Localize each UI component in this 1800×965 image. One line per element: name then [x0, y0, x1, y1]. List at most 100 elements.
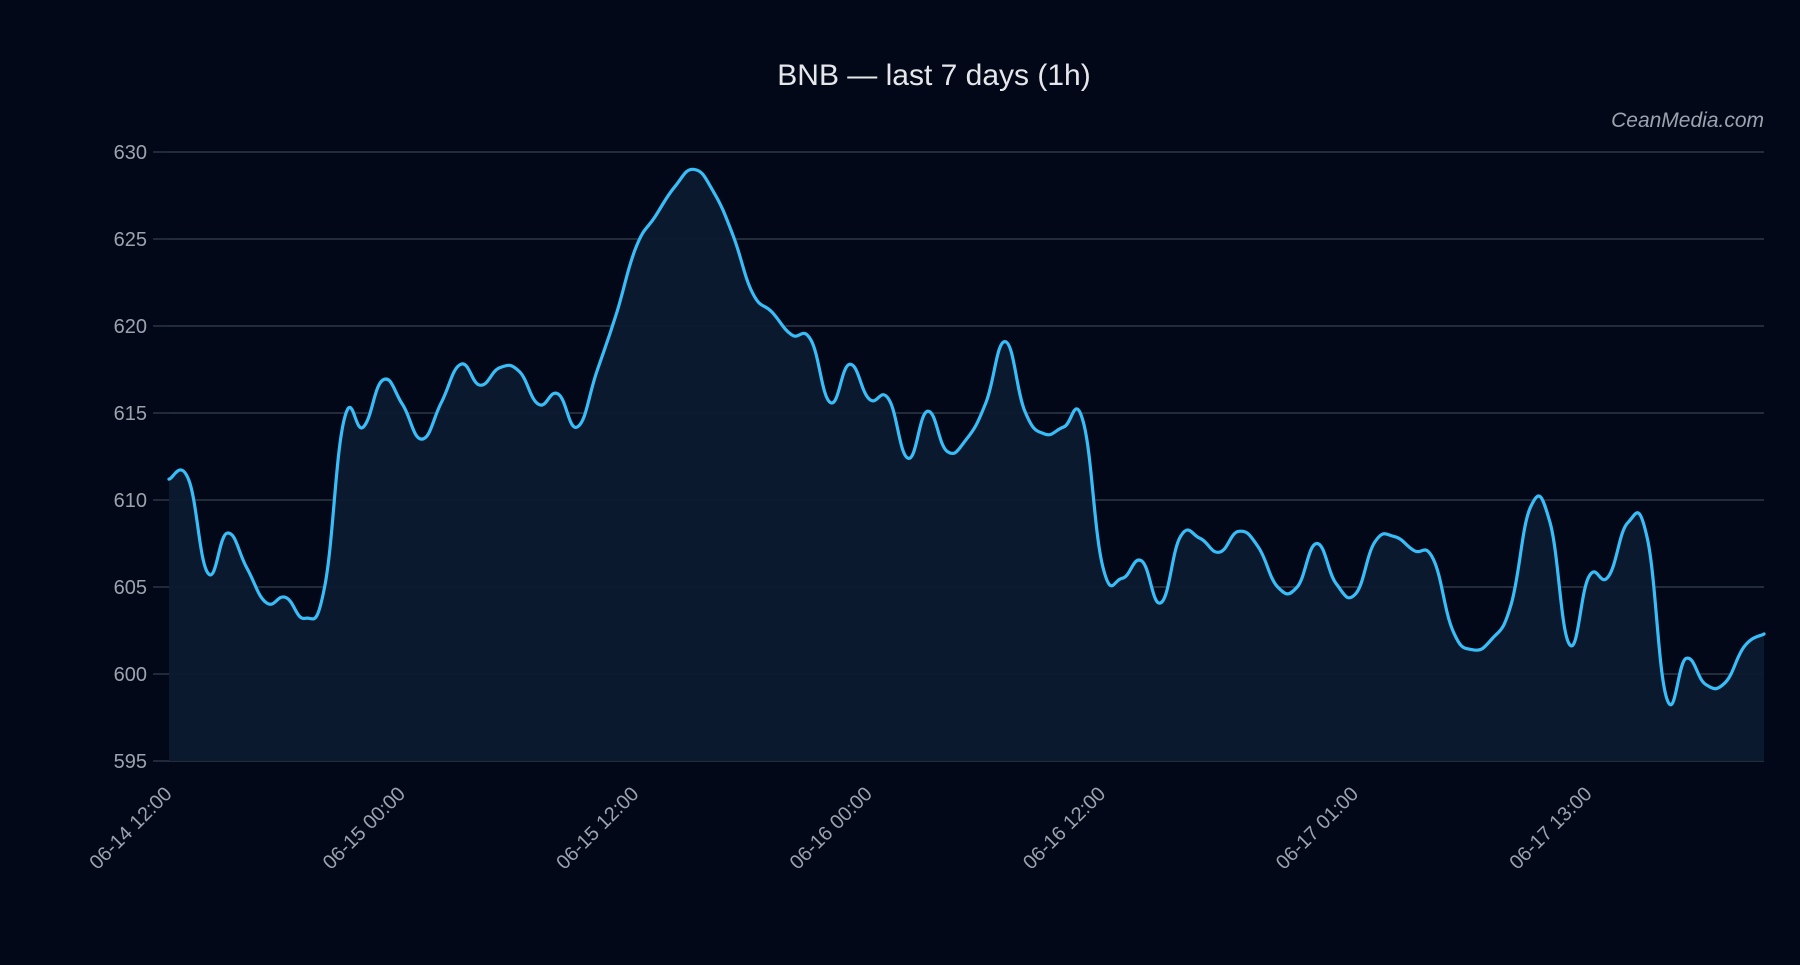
x-tick-label: 06-17 13:00: [1505, 783, 1596, 874]
data-point: [789, 333, 793, 337]
data-point: [965, 437, 969, 441]
data-point: [459, 362, 463, 366]
line-layer: [167, 167, 1766, 707]
data-point: [887, 397, 891, 401]
data-point: [342, 418, 346, 422]
data-point: [906, 456, 910, 460]
data-point: [1509, 602, 1513, 606]
data-point: [1276, 585, 1280, 589]
data-point: [575, 425, 579, 429]
y-tick-label: 610: [114, 490, 147, 512]
x-tick-label: 06-14 12:00: [85, 783, 176, 874]
data-point: [439, 401, 443, 405]
data-point: [498, 366, 502, 370]
y-tick-label: 630: [114, 142, 147, 164]
data-point: [1120, 576, 1124, 580]
data-point: [303, 616, 307, 620]
data-point: [751, 291, 755, 295]
data-point: [1548, 521, 1552, 525]
data-point: [984, 401, 988, 405]
data-point: [1665, 696, 1669, 700]
data-point: [1023, 409, 1027, 413]
data-point: [770, 310, 774, 314]
data-point: [556, 392, 560, 396]
data-point: [1354, 592, 1358, 596]
y-tick-label: 605: [114, 577, 147, 599]
data-point: [1684, 656, 1688, 660]
x-tick-label: 06-17 01:00: [1272, 783, 1363, 874]
x-tick-label: 06-15 00:00: [319, 783, 410, 874]
data-point: [1762, 632, 1766, 636]
data-point: [323, 585, 327, 589]
data-point: [1198, 536, 1202, 540]
y-axis: 595 600 605 610 615 620 625 630: [114, 142, 169, 773]
data-point: [1529, 505, 1533, 509]
data-point: [245, 566, 249, 570]
data-point: [1081, 420, 1085, 424]
data-point: [186, 477, 190, 481]
x-tick-label: 06-16 00:00: [786, 783, 877, 874]
data-point: [381, 378, 385, 382]
data-point: [1431, 557, 1435, 561]
data-point: [362, 425, 366, 429]
data-point: [1412, 548, 1416, 552]
y-tick-label: 620: [114, 316, 147, 338]
data-point: [1315, 542, 1319, 546]
data-point: [634, 246, 638, 250]
data-point: [206, 571, 210, 575]
data-point: [1334, 582, 1338, 586]
data-point: [1140, 559, 1144, 563]
data-point: [1256, 545, 1260, 549]
data-point: [1062, 425, 1066, 429]
y-tick-label: 615: [114, 403, 147, 425]
data-point: [614, 312, 618, 316]
data-point: [400, 402, 404, 406]
data-point: [867, 397, 871, 401]
data-point: [653, 214, 657, 218]
data-point: [1042, 432, 1046, 436]
data-point: [1392, 535, 1396, 539]
y-tick-label: 625: [114, 229, 147, 251]
y-tick-label: 595: [114, 751, 147, 773]
data-point: [420, 437, 424, 441]
price-line: [167, 167, 1766, 707]
data-point: [1490, 637, 1494, 641]
data-point: [712, 190, 716, 194]
watermark: CeanMedia.com: [1611, 109, 1764, 132]
data-point: [1101, 564, 1105, 568]
data-point: [1626, 521, 1630, 525]
area-layer: [169, 169, 1764, 761]
data-point: [1704, 682, 1708, 686]
data-point: [537, 402, 541, 406]
data-point: [1743, 644, 1747, 648]
data-point: [828, 401, 832, 405]
data-point: [809, 338, 813, 342]
data-point: [1587, 575, 1591, 579]
data-point: [264, 601, 268, 605]
chart-title: BNB — last 7 days (1h): [777, 59, 1090, 92]
data-point: [1606, 575, 1610, 579]
data-point: [167, 477, 171, 481]
data-point: [1295, 585, 1299, 589]
x-tick-label: 06-15 12:00: [552, 783, 643, 874]
data-point: [1567, 642, 1571, 646]
x-tick-label: 06-16 12:00: [1019, 783, 1110, 874]
data-point: [1159, 601, 1163, 605]
data-point: [848, 362, 852, 366]
data-point: [673, 185, 677, 189]
data-point: [284, 595, 288, 599]
data-point: [1003, 340, 1007, 344]
data-point: [1723, 681, 1727, 685]
data-point: [595, 369, 599, 373]
data-point: [1178, 535, 1182, 539]
x-axis: 06-14 12:00 06-15 00:00 06-15 12:00 06-16 0…: [85, 783, 1596, 874]
data-point: [478, 383, 482, 387]
data-point: [945, 449, 949, 453]
y-tick-label: 600: [114, 664, 147, 686]
data-point: [926, 409, 930, 413]
data-point: [225, 531, 229, 535]
data-point: [1217, 550, 1221, 554]
data-point: [1451, 629, 1455, 633]
